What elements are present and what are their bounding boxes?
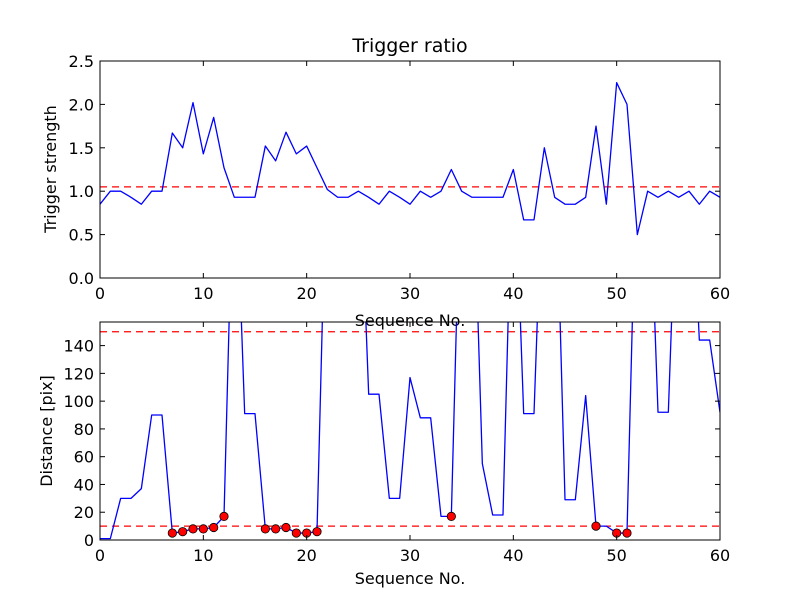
x-tick-label: 50 (606, 284, 626, 303)
y-tick-label: 140 (63, 337, 94, 356)
x-tick-label: 30 (400, 284, 420, 303)
x-axis-label: Sequence No. (355, 569, 466, 588)
y-tick-label: 0.0 (69, 269, 94, 288)
data-marker (622, 528, 632, 538)
x-ticks: 0 10 20 30 40 50 60 (95, 322, 730, 565)
x-tick-label: 0 (95, 546, 105, 565)
data-series (100, 82, 720, 236)
x-ticks: 0 10 20 30 40 50 60 (95, 61, 730, 303)
y-axis-label: Trigger strength (41, 105, 60, 234)
y-tick-label: 100 (63, 392, 94, 411)
chart-title: Trigger ratio (351, 35, 467, 57)
x-tick-label: 20 (296, 546, 316, 565)
data-marker (260, 524, 270, 534)
y-tick-label: 60 (74, 448, 94, 467)
x-tick-label: 30 (400, 546, 420, 565)
y-tick-label: 1.0 (69, 182, 94, 201)
data-marker (446, 511, 456, 521)
reference-lines (100, 331, 720, 527)
y-ticks: 0.0 0.5 1.0 1.5 2.0 2.5 (69, 52, 720, 288)
data-marker (188, 524, 198, 534)
y-tick-label: 1.5 (69, 139, 94, 158)
y-tick-label: 80 (74, 420, 94, 439)
data-marker (198, 524, 208, 534)
x-tick-label: 60 (710, 546, 730, 565)
x-tick-label: 40 (503, 546, 523, 565)
y-tick-label: 0 (84, 531, 94, 550)
x-tick-label: 40 (503, 284, 523, 303)
y-axis-label: Distance [pix] (37, 375, 56, 487)
plot-content (100, 322, 720, 540)
y-tick-label: 20 (74, 503, 94, 522)
x-tick-label: 60 (710, 284, 730, 303)
data-marker (281, 522, 291, 533)
trigger-ratio-chart: Trigger ratio Sequence No. Trigger stren… (41, 35, 730, 330)
data-marker (271, 524, 281, 534)
distance-chart: Sequence No. Distance [pix] 0 10 20 30 40 50 6… (37, 321, 730, 588)
data-marker (312, 527, 322, 537)
x-axis-label: Sequence No. (355, 311, 466, 330)
data-marker (219, 511, 229, 521)
y-tick-label: 120 (63, 364, 94, 383)
x-tick-label: 10 (193, 546, 213, 565)
x-tick-label: 0 (95, 284, 105, 303)
y-tick-label: 2.0 (69, 95, 94, 114)
plot-content (100, 82, 720, 236)
y-tick-label: 2.5 (69, 52, 94, 71)
series-line-0 (100, 82, 720, 236)
x-tick-label: 10 (193, 284, 213, 303)
y-ticks: 0 20 40 60 80 100 120 140 (63, 337, 720, 550)
y-tick-label: 0.5 (69, 226, 94, 245)
data-marker (178, 527, 188, 537)
x-tick-label: 20 (296, 284, 316, 303)
data-marker (167, 528, 177, 538)
data-marker (291, 528, 301, 538)
data-marker (591, 521, 601, 531)
x-tick-label: 50 (606, 546, 626, 565)
y-tick-label: 40 (74, 475, 94, 494)
data-marker (209, 522, 219, 533)
